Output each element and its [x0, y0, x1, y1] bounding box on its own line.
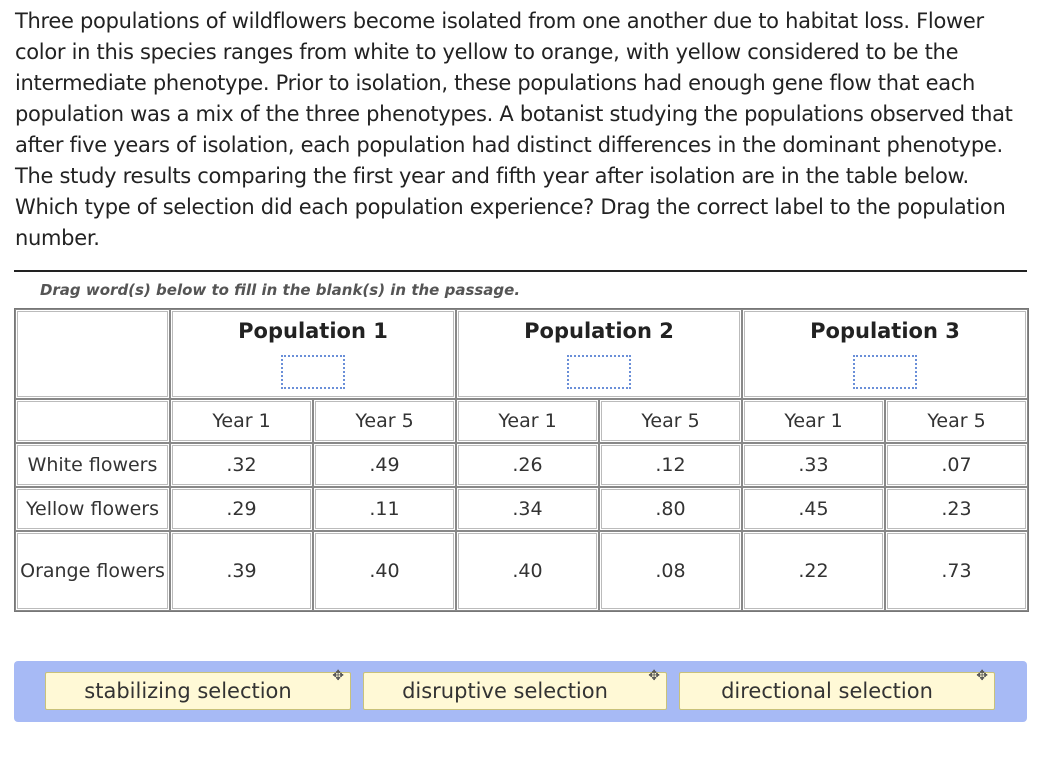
value-cell: .80 [599, 487, 742, 531]
population-1-title: Population 1 [238, 319, 388, 343]
year-cell: Year 1 [742, 399, 885, 443]
chip-label: directional selection [721, 679, 933, 703]
value-cell: .11 [313, 487, 456, 531]
population-3-title: Population 3 [810, 319, 960, 343]
value-cell: .40 [313, 531, 456, 611]
year-corner-cell [15, 399, 170, 443]
population-3-drop-zone[interactable] [853, 355, 917, 389]
chip-label: disruptive selection [402, 679, 608, 703]
value-cell: .34 [456, 487, 599, 531]
chip-stabilizing-selection[interactable]: stabilizing selection ✥ [45, 668, 351, 710]
corner-cell [15, 309, 170, 399]
year-cell: Year 5 [885, 399, 1028, 443]
value-cell: .73 [885, 531, 1028, 611]
value-cell: .08 [599, 531, 742, 611]
drag-instruction: Drag word(s) below to fill in the blank(… [39, 281, 521, 299]
word-bank: stabilizing selection ✥ disruptive selec… [14, 661, 1027, 722]
value-cell: .07 [885, 443, 1028, 487]
table-row: Yellow flowers .29 .11 .34 .80 .45 .23 [15, 487, 1028, 531]
population-2-drop-zone[interactable] [567, 355, 631, 389]
population-3-header: Population 3 [742, 309, 1028, 399]
table-row: Orange flowers .39 .40 .40 .08 .22 .73 [15, 531, 1028, 611]
value-cell: .40 [456, 531, 599, 611]
value-cell: .12 [599, 443, 742, 487]
move-icon: ✥ [976, 668, 988, 684]
row-label: Yellow flowers [15, 487, 170, 531]
value-cell: .33 [742, 443, 885, 487]
value-cell: .32 [170, 443, 313, 487]
value-cell: .22 [742, 531, 885, 611]
chip-directional-selection[interactable]: directional selection ✥ [679, 668, 995, 710]
chip-disruptive-selection[interactable]: disruptive selection ✥ [363, 668, 667, 710]
population-1-header: Population 1 [170, 309, 456, 399]
value-cell: .45 [742, 487, 885, 531]
chip-label: stabilizing selection [84, 679, 292, 703]
year-cell: Year 5 [599, 399, 742, 443]
row-label: White flowers [15, 443, 170, 487]
row-label: Orange flowers [15, 531, 170, 611]
population-table: Population 1 Population 2 Population 3 Y… [14, 308, 1029, 612]
value-cell: .49 [313, 443, 456, 487]
year-cell: Year 1 [456, 399, 599, 443]
move-icon: ✥ [648, 668, 660, 684]
value-cell: .23 [885, 487, 1028, 531]
value-cell: .39 [170, 531, 313, 611]
population-2-title: Population 2 [524, 319, 674, 343]
question-text: Three populations of wildflowers become … [15, 9, 1013, 250]
table-header-row: Population 1 Population 2 Population 3 [15, 309, 1028, 399]
table-row: White flowers .32 .49 .26 .12 .33 .07 [15, 443, 1028, 487]
population-1-drop-zone[interactable] [281, 355, 345, 389]
value-cell: .29 [170, 487, 313, 531]
population-2-header: Population 2 [456, 309, 742, 399]
year-cell: Year 1 [170, 399, 313, 443]
move-icon: ✥ [332, 668, 344, 684]
divider [14, 270, 1027, 272]
year-cell: Year 5 [313, 399, 456, 443]
year-row: Year 1 Year 5 Year 1 Year 5 Year 1 Year … [15, 399, 1028, 443]
value-cell: .26 [456, 443, 599, 487]
